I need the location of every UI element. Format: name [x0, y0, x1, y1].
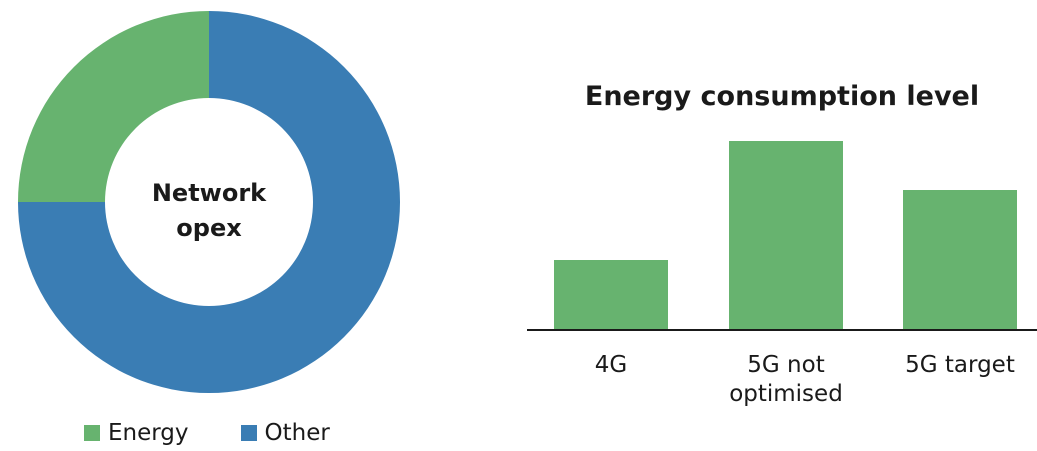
legend-label-other: Other — [264, 420, 330, 446]
legend-item-energy: Energy — [84, 420, 189, 446]
donut-legend: Energy Other — [84, 420, 382, 446]
legend-swatch-energy — [84, 425, 100, 441]
x-tick-label-2-line-0: 5G target — [905, 352, 1015, 378]
bar-2 — [903, 190, 1017, 330]
energy-consumption-bar-chart: 4G 5G not optimised 5G target — [554, 141, 1017, 407]
network-opex-donut-chart — [18, 11, 400, 393]
donut-center-label-line-1: Network — [152, 179, 267, 207]
legend-item-other: Other — [240, 420, 330, 446]
x-tick-label-1-line-1: optimised — [729, 381, 843, 407]
legend-label-energy: Energy — [108, 420, 189, 446]
donut-center-label-line-2: opex — [176, 214, 242, 242]
legend-swatch-other — [240, 425, 257, 441]
bar-chart-title: Energy consumption level — [585, 81, 979, 112]
donut-slice-energy — [18, 11, 209, 202]
x-tick-label-0-line-0: 4G — [595, 352, 627, 378]
bar-0 — [554, 260, 668, 330]
donut-slice-other — [18, 11, 400, 393]
bar-1 — [729, 141, 843, 330]
x-tick-label-1-line-0: 5G not — [747, 352, 824, 378]
